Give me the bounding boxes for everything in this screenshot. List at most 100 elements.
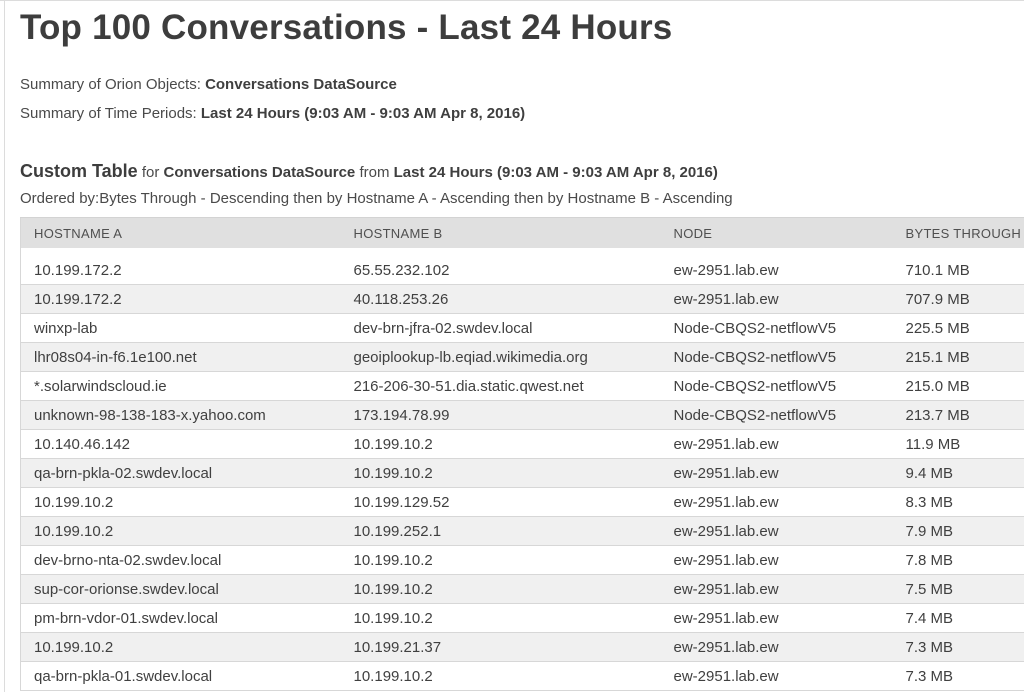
cell-hostname-b: 40.118.253.26: [340, 284, 661, 315]
cell-hostname-a: *.solarwindscloud.ie: [20, 371, 341, 402]
cell-hostname-b: 10.199.252.1: [340, 516, 661, 547]
summary-orion-objects: Summary of Orion Objects: Conversations …: [20, 70, 1024, 99]
ordered-by-text: Ordered by:Bytes Through - Descending th…: [20, 190, 733, 208]
table-row: *.solarwindscloud.ie 216-206-30-51.dia.st…: [20, 371, 1024, 402]
page-title: Top 100 Conversations - Last 24 Hours: [20, 8, 673, 47]
cell-bytes-through: 7.5 MB: [892, 574, 1024, 605]
cell-hostname-b: 10.199.10.2: [340, 429, 661, 460]
table-row: sup-cor-orionse.swdev.local 10.199.10.2 ew…: [20, 574, 1024, 605]
custom-table-heading-name: Custom Table: [20, 161, 138, 182]
column-header-hostname-a: HOSTNAME A: [20, 217, 341, 248]
cell-node: ew-2951.lab.ew: [660, 574, 893, 605]
table-body: 10.199.172.2 65.55.232.102 ew-2951.lab.ew 7…: [20, 248, 1024, 692]
custom-table-heading-period: Last 24 Hours (9:03 AM - 9:03 AM Apr 8, …: [393, 164, 718, 182]
custom-table-heading-from: from: [359, 164, 390, 182]
cell-hostname-b: 10.199.10.2: [340, 661, 661, 692]
cell-bytes-through: 215.1 MB: [892, 342, 1024, 373]
cell-hostname-a: 10.199.172.2: [20, 284, 341, 315]
cell-node: Node-CBQS2-netflowV5: [660, 342, 893, 373]
cell-hostname-b: geoiplookup-lb.eqiad.wikimedia.org: [340, 342, 661, 373]
cell-bytes-through: 8.3 MB: [892, 487, 1024, 518]
cell-hostname-b: 216-206-30-51.dia.static.qwest.net: [340, 371, 661, 402]
cell-hostname-a: qa-brn-pkla-01.swdev.local: [20, 661, 341, 692]
cell-hostname-b: 10.199.10.2: [340, 545, 661, 576]
column-header-node: NODE: [660, 217, 893, 248]
table-row: 10.140.46.142 10.199.10.2 ew-2951.lab.ew 11…: [20, 429, 1024, 460]
custom-table-heading-for: for: [141, 164, 160, 182]
summary-orion-objects-label: Summary of Orion Objects:: [20, 76, 201, 94]
table-row: 10.199.10.2 10.199.252.1 ew-2951.lab.ew 7.9…: [20, 516, 1024, 547]
table-row: qa-brn-pkla-02.swdev.local 10.199.10.2 ew-…: [20, 458, 1024, 489]
cell-hostname-a: 10.199.172.2: [20, 255, 341, 286]
column-header-hostname-b: HOSTNAME B: [340, 217, 661, 248]
cell-hostname-b: 173.194.78.99: [340, 400, 661, 431]
cell-bytes-through: 707.9 MB: [892, 284, 1024, 315]
cell-hostname-a: 10.140.46.142: [20, 429, 341, 460]
custom-table-heading: Custom Table for Conversations DataSourc…: [20, 158, 1024, 186]
cell-hostname-a: sup-cor-orionse.swdev.local: [20, 574, 341, 605]
table-row: dev-brno-nta-02.swdev.local 10.199.10.2 ew…: [20, 545, 1024, 576]
cell-node: ew-2951.lab.ew: [660, 429, 893, 460]
cell-bytes-through: 9.4 MB: [892, 458, 1024, 489]
cell-node: ew-2951.lab.ew: [660, 661, 893, 692]
conversations-table: HOSTNAME A HOSTNAME B NODE BYTES THROUGH…: [20, 217, 1024, 692]
cell-hostname-b: 10.199.10.2: [340, 574, 661, 605]
cell-node: ew-2951.lab.ew: [660, 632, 893, 663]
cell-hostname-a: lhr08s04-in-f6.1e100.net: [20, 342, 341, 373]
cell-hostname-a: 10.199.10.2: [20, 516, 341, 547]
cell-hostname-b: 10.199.129.52: [340, 487, 661, 518]
cell-node: Node-CBQS2-netflowV5: [660, 313, 893, 344]
table-row: 10.199.10.2 10.199.129.52 ew-2951.lab.ew 8.…: [20, 487, 1024, 518]
table-row: lhr08s04-in-f6.1e100.net geoiplookup-lb.e…: [20, 342, 1024, 373]
cell-node: ew-2951.lab.ew: [660, 516, 893, 547]
cell-node: ew-2951.lab.ew: [660, 458, 893, 489]
cell-hostname-a: unknown-98-138-183-x.yahoo.com: [20, 400, 341, 431]
cell-node: Node-CBQS2-netflowV5: [660, 400, 893, 431]
cell-node: ew-2951.lab.ew: [660, 545, 893, 576]
table-row: winxp-lab dev-brn-jfra-02.swdev.local Node…: [20, 313, 1024, 344]
table-row: 10.199.10.2 10.199.21.37 ew-2951.lab.ew 7.3…: [20, 632, 1024, 663]
page-left-border: [4, 0, 5, 692]
cell-bytes-through: 225.5 MB: [892, 313, 1024, 344]
cell-bytes-through: 710.1 MB: [892, 255, 1024, 286]
column-header-bytes-through: BYTES THROUGH: [892, 217, 1024, 248]
cell-bytes-through: 7.9 MB: [892, 516, 1024, 547]
cell-hostname-a: 10.199.10.2: [20, 487, 341, 518]
table-row: 10.199.172.2 65.55.232.102 ew-2951.lab.ew 7…: [20, 255, 1024, 286]
cell-hostname-a: pm-brn-vdor-01.swdev.local: [20, 603, 341, 634]
cell-hostname-b: 10.199.10.2: [340, 603, 661, 634]
cell-hostname-b: 10.199.10.2: [340, 458, 661, 489]
cell-bytes-through: 7.3 MB: [892, 661, 1024, 692]
cell-bytes-through: 7.8 MB: [892, 545, 1024, 576]
table-header-row: HOSTNAME A HOSTNAME B NODE BYTES THROUGH: [20, 217, 1024, 248]
cell-bytes-through: 7.3 MB: [892, 632, 1024, 663]
cell-hostname-b: dev-brn-jfra-02.swdev.local: [340, 313, 661, 344]
cell-node: ew-2951.lab.ew: [660, 603, 893, 634]
page-top-border: [0, 0, 1024, 1]
cell-node: ew-2951.lab.ew: [660, 255, 893, 286]
cell-hostname-a: qa-brn-pkla-02.swdev.local: [20, 458, 341, 489]
custom-table-heading-datasource: Conversations DataSource: [163, 164, 356, 182]
cell-hostname-b: 10.199.21.37: [340, 632, 661, 663]
cell-node: ew-2951.lab.ew: [660, 284, 893, 315]
summary-time-periods-value: Last 24 Hours (9:03 AM - 9:03 AM Apr 8, …: [200, 105, 526, 123]
cell-bytes-through: 213.7 MB: [892, 400, 1024, 431]
cell-hostname-a: winxp-lab: [20, 313, 341, 344]
summary-orion-objects-value: Conversations DataSource: [205, 76, 397, 94]
cell-bytes-through: 215.0 MB: [892, 371, 1024, 402]
summary-time-periods: Summary of Time Periods: Last 24 Hours (…: [20, 99, 1024, 128]
cell-hostname-a: 10.199.10.2: [20, 632, 341, 663]
cell-hostname-b: 65.55.232.102: [340, 255, 661, 286]
summary-time-periods-label: Summary of Time Periods:: [20, 105, 197, 123]
table-row: qa-brn-pkla-01.swdev.local 10.199.10.2 ew-…: [20, 661, 1024, 692]
report-summaries: Summary of Orion Objects: Conversations …: [20, 70, 1024, 128]
table-row: 10.199.172.2 40.118.253.26 ew-2951.lab.ew 7…: [20, 284, 1024, 315]
cell-node: Node-CBQS2-netflowV5: [660, 371, 893, 402]
cell-bytes-through: 11.9 MB: [892, 429, 1024, 460]
table-row: pm-brn-vdor-01.swdev.local 10.199.10.2 ew-…: [20, 603, 1024, 634]
cell-node: ew-2951.lab.ew: [660, 487, 893, 518]
cell-hostname-a: dev-brno-nta-02.swdev.local: [20, 545, 341, 576]
cell-bytes-through: 7.4 MB: [892, 603, 1024, 634]
table-row: unknown-98-138-183-x.yahoo.com 173.194.78…: [20, 400, 1024, 431]
